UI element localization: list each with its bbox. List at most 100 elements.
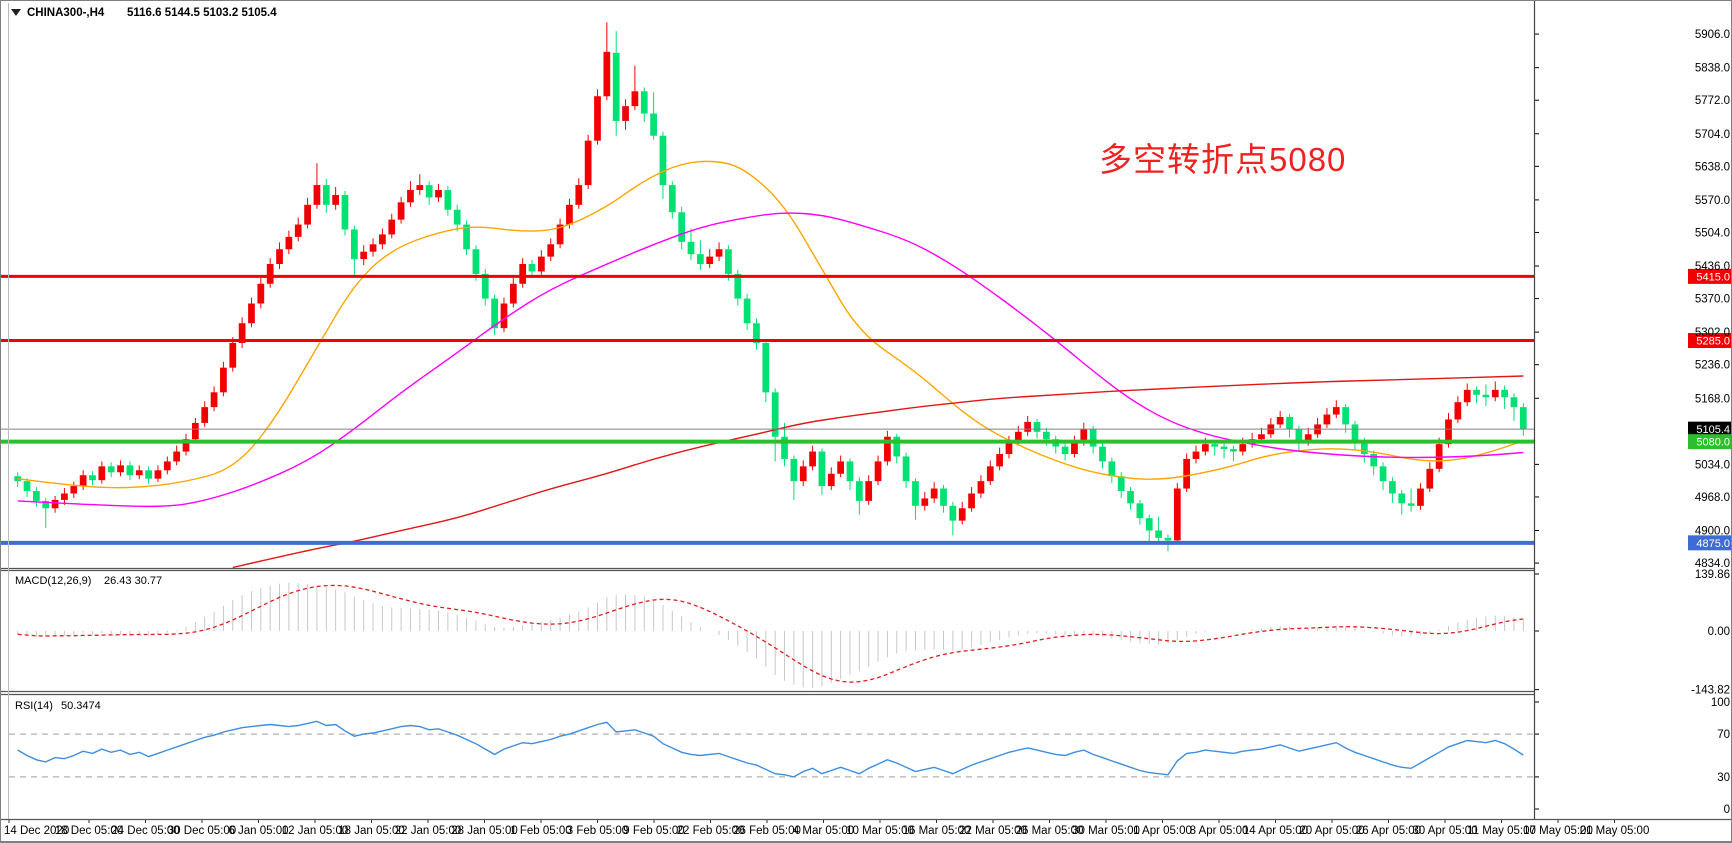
candle-bullish [884, 436, 891, 462]
ma-slow-red [232, 375, 1524, 569]
candle-bearish [893, 436, 901, 457]
main-chart-plot[interactable] [9, 3, 1534, 568]
candle-bearish [640, 91, 648, 114]
candle-bullish [332, 194, 340, 205]
time-axis-label: 22 Jan 05:00 [395, 825, 462, 837]
price-axis-label: 4968.0 [1695, 492, 1730, 504]
symbol-dropdown-icon[interactable] [11, 9, 21, 16]
candle-bearish [725, 249, 732, 274]
candlestick-layer [14, 22, 1527, 569]
time-axis-label: 10 Mar 05:00 [846, 825, 914, 837]
candle-bullish [622, 106, 629, 121]
price-badge [1688, 333, 1731, 349]
candle-bearish [472, 249, 480, 274]
candle-bullish [397, 202, 405, 220]
time-axis-label: 18 Dec 05:00 [55, 825, 123, 837]
candle-bearish [940, 488, 947, 506]
rsi-label: RSI(14) [15, 700, 53, 712]
time-axis-label: 4 Mar 05:00 [793, 825, 854, 837]
candle-bearish [687, 241, 695, 255]
candle-bullish [1435, 444, 1443, 469]
candle-bullish [996, 454, 1003, 467]
candle-bullish [1454, 402, 1462, 420]
candle-bullish [379, 234, 386, 245]
candle-bullish [201, 407, 209, 423]
candle-bearish [1389, 481, 1396, 494]
time-axis-label: 26 Apr 05:00 [1356, 825, 1421, 837]
candle-bearish [1164, 537, 1172, 541]
time-axis-label: 18 Jan 05:00 [338, 825, 405, 837]
candle-bullish [968, 493, 975, 509]
candle-bearish [668, 185, 676, 213]
price-axis-label: 5034.0 [1695, 459, 1730, 471]
rsi-value: 50.3474 [61, 700, 101, 712]
candle-bullish [715, 249, 723, 257]
candle-bearish [23, 481, 31, 492]
candle-bearish [1033, 421, 1041, 432]
candle-bullish [837, 461, 845, 474]
time-axis-label: 11 May 05:00 [1467, 825, 1536, 837]
candle-bullish [360, 251, 368, 260]
candle-bearish [846, 461, 854, 482]
candle-bullish [1332, 407, 1340, 415]
candle-bearish [1155, 530, 1162, 538]
candle-bearish [912, 481, 919, 506]
candle-bullish [313, 185, 321, 205]
candle-bearish [1482, 394, 1490, 398]
candle-bearish [453, 209, 461, 225]
rsi-line [17, 720, 1524, 778]
price-badge [1688, 268, 1731, 284]
candle-bullish [603, 51, 611, 97]
candle-bearish [781, 436, 788, 459]
candle-bullish [135, 470, 143, 476]
candle-bullish [220, 367, 227, 393]
rsi-axis-label: 0 [1724, 804, 1730, 816]
candle-bearish [1398, 493, 1406, 504]
candle-bullish [1080, 429, 1088, 442]
candle-bullish [388, 219, 396, 235]
candle-bearish [145, 470, 152, 479]
price-badge [1688, 535, 1731, 551]
time-axis-label: 14 Dec 2020 [4, 825, 69, 837]
price-badge [1688, 434, 1731, 450]
time-axis-label: 22 Mar 05:00 [959, 825, 1027, 837]
candle-bullish [1258, 434, 1265, 440]
rsi-panel-plot[interactable] [9, 695, 1534, 819]
candle-bullish [294, 224, 302, 237]
time-axis-label: 21 May 05:00 [1580, 825, 1650, 837]
candle-bullish [930, 488, 938, 499]
time-axis-label: 6 Jan 05:00 [228, 825, 288, 837]
candle-bullish [248, 303, 255, 324]
candle-bearish [444, 190, 452, 210]
price-axis-label: 5168.0 [1695, 393, 1730, 405]
macd-axis-label: 0.00 [1708, 626, 1730, 638]
candle-bullish [538, 256, 545, 272]
candle-bearish [1407, 503, 1415, 506]
rsi-axis-label: 30 [1717, 772, 1730, 784]
price-axis-label: 5638.0 [1695, 161, 1730, 173]
candle-bullish [1491, 389, 1499, 398]
rsi-axis-label: 70 [1717, 729, 1730, 741]
macd-values: 26.43 30.77 [104, 575, 162, 587]
candle-bearish [1117, 476, 1125, 492]
macd-panel-plot[interactable] [9, 570, 1534, 691]
candle-bullish [1201, 444, 1209, 452]
candle-bearish [771, 392, 779, 437]
candle-bearish [1061, 446, 1069, 455]
price-badge-label: 4875.0 [1696, 538, 1730, 550]
price-axis-label: 5504.0 [1695, 227, 1730, 239]
candle-bearish [89, 475, 96, 481]
candle-bullish [706, 256, 714, 265]
candle-bearish [350, 229, 358, 260]
candle-bearish [855, 481, 863, 501]
candle-bearish [790, 458, 798, 482]
time-axis-label: 24 Dec 05:00 [111, 825, 179, 837]
candle-bullish [257, 283, 265, 304]
time-axis-label: 26 Mar 05:00 [1016, 825, 1084, 837]
candle-bearish [107, 466, 115, 473]
candle-bullish [191, 422, 199, 440]
candle-bearish [1379, 466, 1387, 482]
candle-bearish [322, 185, 330, 205]
